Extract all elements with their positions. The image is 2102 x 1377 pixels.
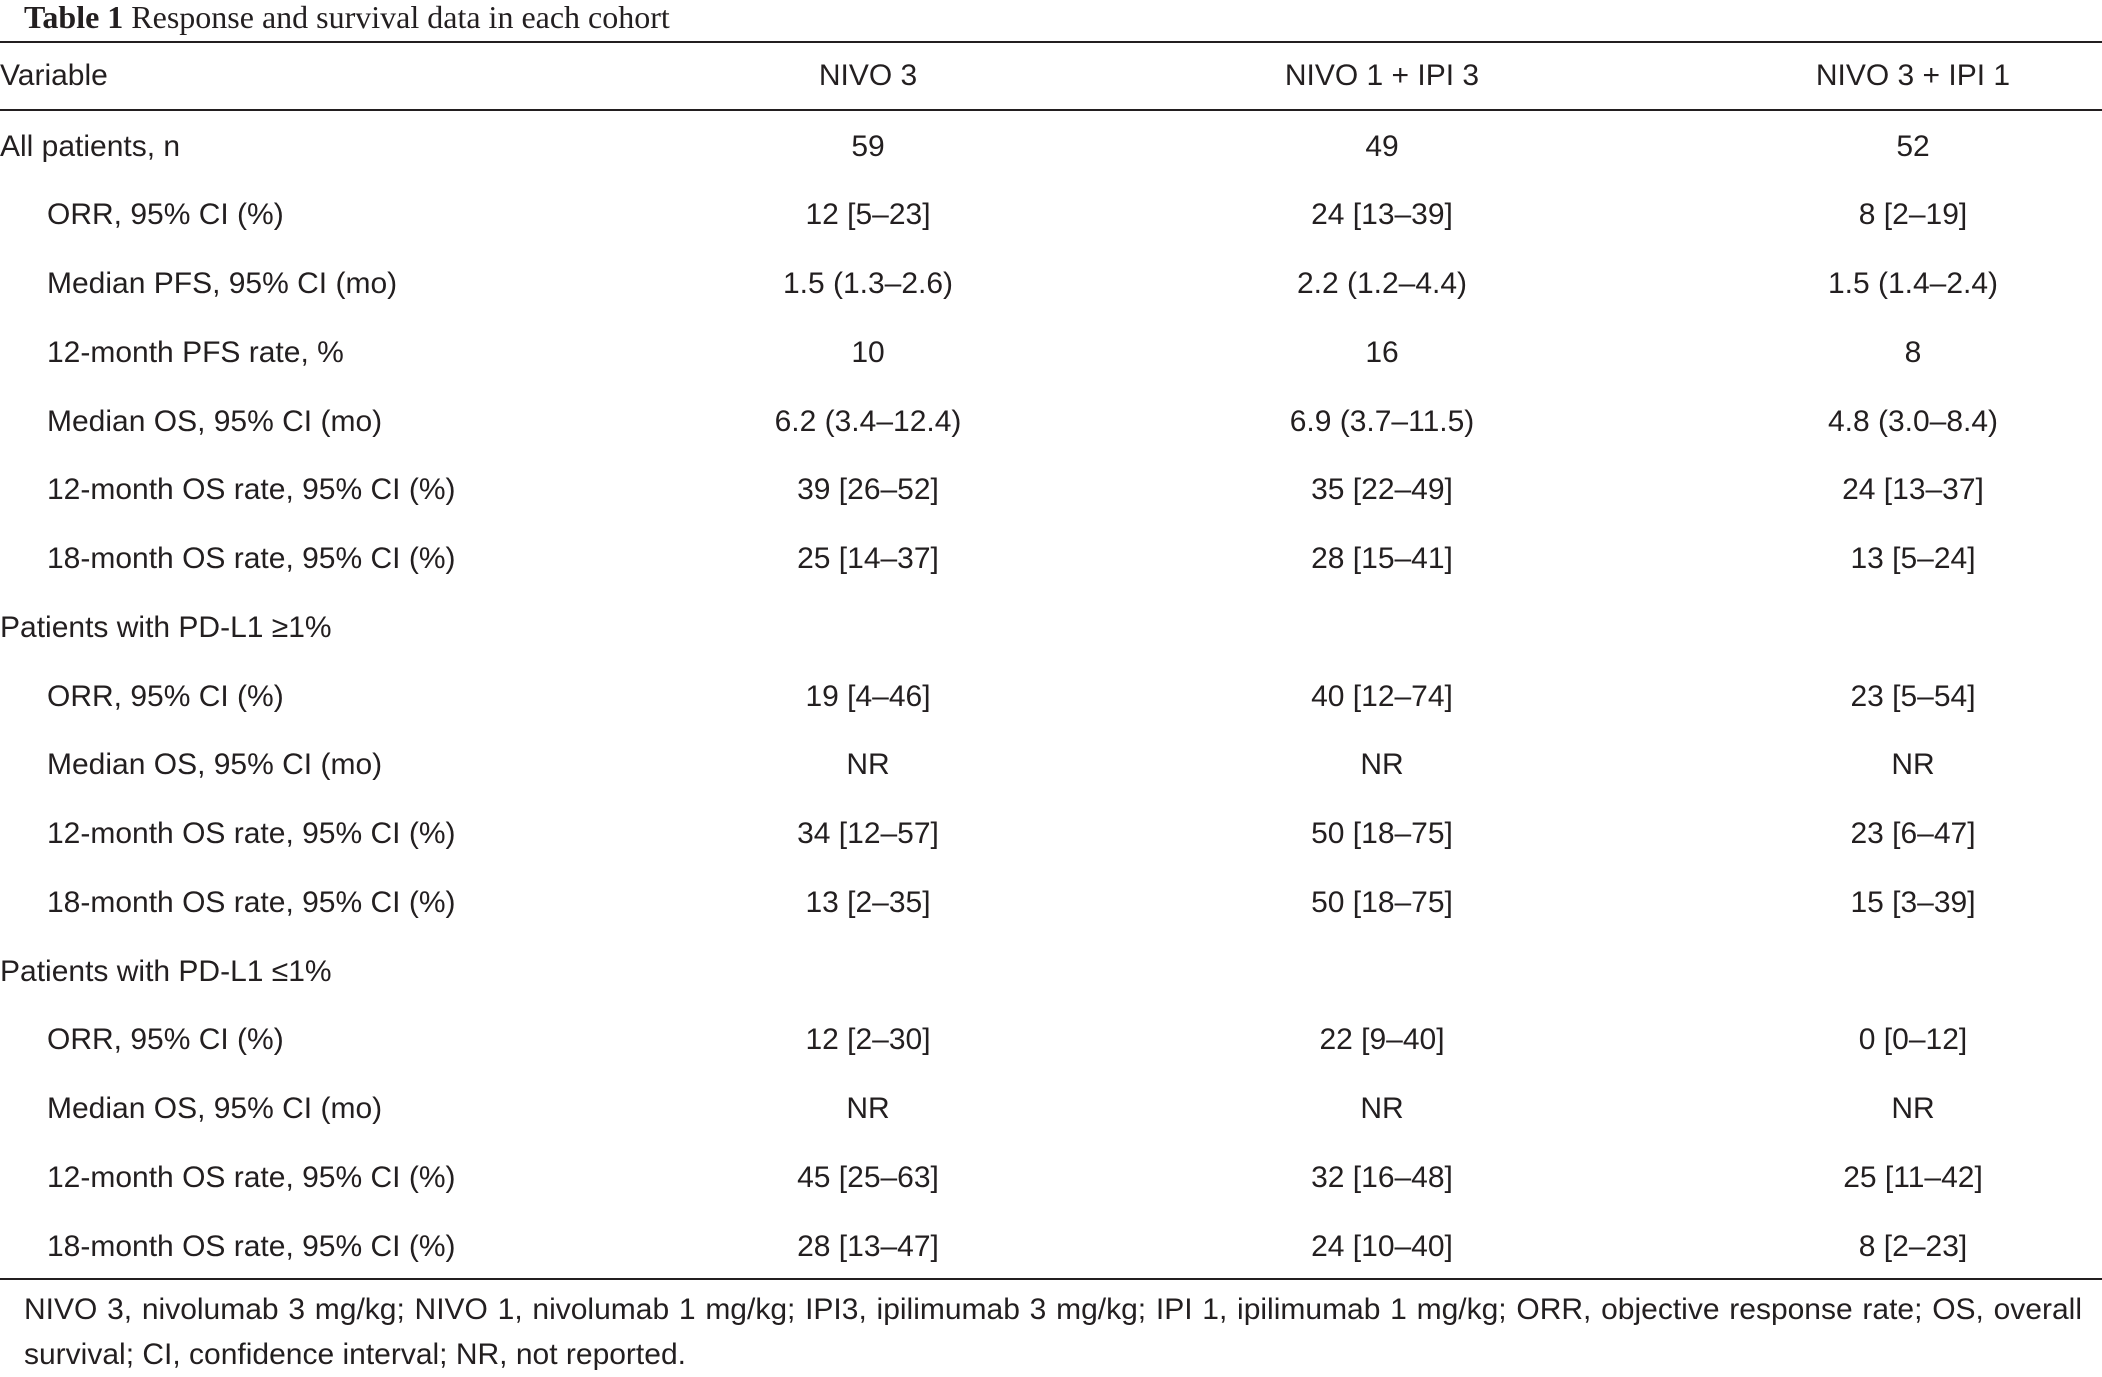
cell-value: 2.2 (1.2–4.4) (1296, 267, 1468, 301)
row-label: 12-month OS rate, 95% CI (%) (47, 817, 456, 851)
cell-value: 28 [15–41] (1311, 542, 1453, 576)
row-label: ORR, 95% CI (%) (47, 679, 284, 713)
cell-value: 22 [9–40] (1319, 1023, 1445, 1057)
table-row: 12-month OS rate, 95% CI (%) 39 [26–52] 35… (0, 456, 2102, 525)
row-label: 18-month OS rate, 95% CI (%) (47, 1229, 456, 1263)
cell-value: 10 (851, 335, 885, 369)
column-header-variable: Variable (0, 59, 108, 92)
column-header-nivo3-ipi1: NIVO 3 + IPI 1 (1815, 59, 2011, 92)
cell-value: NR (846, 748, 890, 782)
cell-value: 4.8 (3.0–8.4) (1827, 404, 1999, 438)
cell-value: 13 [5–24] (1850, 542, 1976, 576)
table-row: 18-month OS rate, 95% CI (%) 28 [13–47] 24… (0, 1212, 2102, 1281)
cell-value: 25 [11–42] (1843, 1160, 1983, 1194)
cell-value: 0 [0–12] (1858, 1023, 1968, 1057)
cell-value: 23 [5–54] (1850, 679, 1976, 713)
cell-value: 24 [13–37] (1842, 473, 1984, 507)
row-label: 18-month OS rate, 95% CI (%) (47, 542, 456, 576)
table-row: Median OS, 95% CI (mo) 6.2 (3.4–12.4) 6.9 … (0, 387, 2102, 456)
cell-value: 12 [5–23] (805, 198, 931, 232)
column-header-nivo3: NIVO 3 (818, 59, 918, 92)
table-row: 12-month OS rate, 95% CI (%) 45 [25–63] 32… (0, 1144, 2102, 1213)
bottom-rule (0, 1278, 2102, 1280)
cell-value (1040, 937, 1724, 1006)
column-header-nivo1-ipi3: NIVO 1 + IPI 3 (1284, 59, 1480, 92)
cell-value: 23 [6–47] (1850, 817, 1976, 851)
cell-value: 15 [3–39] (1850, 885, 1976, 919)
table-row: ORR, 95% CI (%) 12 [2–30] 22 [9–40] 0 [0–12… (0, 1006, 2102, 1075)
cell-value: 1.5 (1.4–2.4) (1827, 267, 1999, 301)
row-label: 12-month PFS rate, % (47, 335, 344, 369)
row-label: All patients, n (0, 130, 181, 163)
table-row: Median OS, 95% CI (mo) NR NR NR (0, 731, 2102, 800)
table-footnote: NIVO 3, nivolumab 3 mg/kg; NIVO 1, nivol… (24, 1293, 2082, 1371)
cell-value: 8 [2–23] (1858, 1229, 1968, 1263)
table-row: All patients, n 59 49 52 (0, 109, 2102, 181)
table-row: ORR, 95% CI (%) 12 [5–23] 24 [13–39] 8 [2–1… (0, 181, 2102, 250)
cell-value (1040, 594, 1724, 663)
cell-value: 19 [4–46] (805, 679, 931, 713)
cell-value: NR (1891, 748, 1935, 782)
cell-value: NR (1891, 1092, 1935, 1126)
cell-value: 40 [12–74] (1311, 679, 1453, 713)
table-body: All patients, n 59 49 52 ORR, 95% CI (%) 12 [… (0, 109, 2102, 1281)
cell-value: 32 [16–48] (1311, 1160, 1453, 1194)
row-label: Median OS, 95% CI (mo) (47, 404, 383, 438)
cell-value: 28 [13–47] (797, 1229, 939, 1263)
cell-value (1724, 937, 2102, 1006)
table-row: ORR, 95% CI (%) 19 [4–46] 40 [12–74] 23 [5–… (0, 662, 2102, 731)
cell-value (1724, 594, 2102, 663)
cell-value: 13 [2–35] (805, 885, 931, 919)
table-caption: Table 1 Response and survival data in ea… (24, 0, 670, 40)
table-row: 12-month PFS rate, % 10 16 8 (0, 319, 2102, 388)
cell-value: 8 [2–19] (1858, 198, 1968, 232)
row-label: ORR, 95% CI (%) (47, 1023, 284, 1057)
table-caption-label: Table 1 (24, 0, 124, 35)
response-survival-table: Variable NIVO 3 NIVO 1 + IPI 3 NIVO 3 + … (0, 43, 2102, 1281)
row-label: Patients with PD-L1 ≤1% (0, 954, 332, 988)
row-label: 18-month OS rate, 95% CI (%) (47, 885, 456, 919)
cell-value: NR (846, 1092, 890, 1126)
cell-value: 45 [25–63] (797, 1160, 939, 1194)
cell-value: 52 (1896, 130, 1930, 163)
cell-value: 16 (1365, 335, 1399, 369)
cell-value: 24 [10–40] (1311, 1229, 1453, 1263)
top-rule (0, 41, 2102, 43)
cell-value: 25 [14–37] (797, 542, 939, 576)
cell-value: 49 (1365, 130, 1399, 163)
row-label: Median PFS, 95% CI (mo) (47, 267, 398, 301)
table-row: 12-month OS rate, 95% CI (%) 34 [12–57] 50… (0, 800, 2102, 869)
cell-value: 12 [2–30] (805, 1023, 931, 1057)
table-row: 18-month OS rate, 95% CI (%) 13 [2–35] 50 … (0, 869, 2102, 938)
cell-value: 39 [26–52] (797, 473, 939, 507)
cell-value: 59 (851, 130, 885, 163)
header-row: Variable NIVO 3 NIVO 1 + IPI 3 NIVO 3 + … (0, 43, 2102, 109)
cell-value: 34 [12–57] (797, 817, 939, 851)
cell-value: 6.2 (3.4–12.4) (774, 404, 962, 438)
cell-value (696, 937, 1040, 1006)
cell-value (696, 594, 1040, 663)
row-label: Median OS, 95% CI (mo) (47, 1092, 383, 1126)
table-row: Median PFS, 95% CI (mo) 1.5 (1.3–2.6) 2.2 … (0, 250, 2102, 319)
row-label: 12-month OS rate, 95% CI (%) (47, 473, 456, 507)
table-row: Patients with PD-L1 ≤1% (0, 937, 2102, 1006)
cell-value: 50 [18–75] (1311, 885, 1453, 919)
row-label: Patients with PD-L1 ≥1% (0, 610, 332, 644)
cell-value: 35 [22–49] (1311, 473, 1453, 507)
table-row: 18-month OS rate, 95% CI (%) 25 [14–37] 28… (0, 525, 2102, 594)
cell-value: 6.9 (3.7–11.5) (1289, 404, 1475, 438)
table-row: Patients with PD-L1 ≥1% (0, 594, 2102, 663)
cell-value: 50 [18–75] (1311, 817, 1453, 851)
cell-value: 1.5 (1.3–2.6) (782, 267, 954, 301)
table-row: Median OS, 95% CI (mo) NR NR NR (0, 1075, 2102, 1144)
header-rule (0, 109, 2102, 111)
row-label: ORR, 95% CI (%) (47, 198, 284, 232)
table-caption-text: Response and survival data in each cohor… (131, 0, 670, 35)
cell-value: NR (1360, 748, 1404, 782)
row-label: 12-month OS rate, 95% CI (%) (47, 1160, 456, 1194)
cell-value: 8 (1904, 335, 1922, 369)
cell-value: NR (1360, 1092, 1404, 1126)
cell-value: 24 [13–39] (1311, 198, 1453, 232)
row-label: Median OS, 95% CI (mo) (47, 748, 383, 782)
